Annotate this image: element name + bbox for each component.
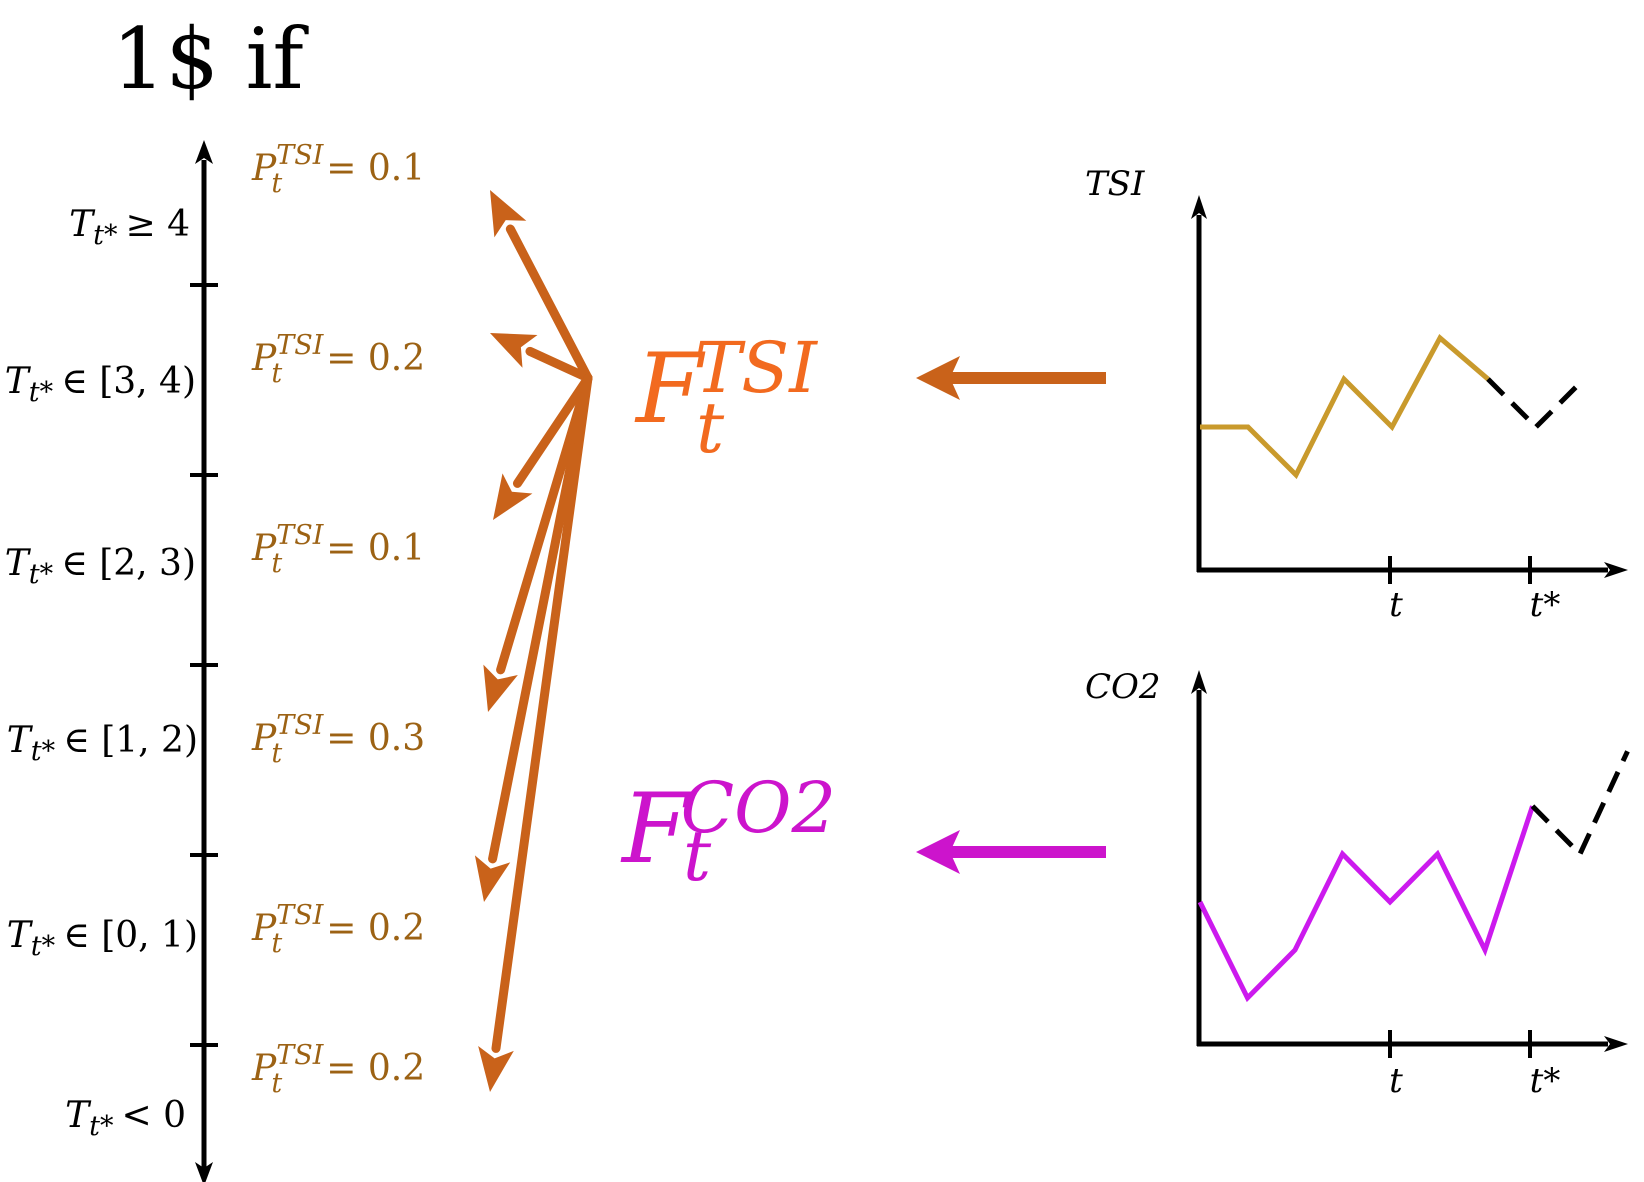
probability-label: PTSI t = 0.3 bbox=[251, 710, 425, 769]
probability-arrow bbox=[474, 373, 593, 902]
probability-arrow bbox=[490, 190, 593, 383]
axis-arrow-right-icon bbox=[1604, 1036, 1628, 1052]
co2-y-label: CO2 bbox=[1085, 667, 1161, 707]
arrowhead-icon bbox=[474, 855, 511, 902]
axis-arrow-up-icon bbox=[195, 140, 213, 164]
probability-label: PTSI t = 0.1 bbox=[251, 140, 425, 199]
arrowhead-icon bbox=[490, 190, 527, 238]
tsi-y-label: TSI bbox=[1085, 164, 1145, 204]
interval-label: Tt* ≥ 4 bbox=[69, 204, 190, 251]
interval-label: Tt* ∈ [3, 4) bbox=[5, 361, 196, 408]
forecast-co2-subscript: t bbox=[683, 815, 712, 897]
tsi-x-tick-label: t bbox=[1389, 585, 1403, 625]
arrowhead-icon bbox=[483, 664, 518, 712]
arrowhead-icon bbox=[478, 1045, 514, 1092]
forecast-tsi-subscript: t bbox=[696, 387, 725, 469]
co2-forecast-line bbox=[1530, 750, 1630, 859]
title: 1$ if bbox=[112, 10, 309, 108]
probability-label: PTSI t = 0.2 bbox=[251, 1040, 425, 1099]
arrowhead-left-icon bbox=[916, 356, 960, 400]
axis-arrow-right-icon bbox=[1604, 562, 1628, 578]
interval-label: Tt* ∈ [0, 1) bbox=[7, 915, 198, 962]
arrowhead-icon bbox=[493, 473, 533, 520]
co2-observed-line bbox=[1197, 805, 1535, 1003]
tsi-plot: TSI t t* bbox=[1085, 164, 1628, 625]
axis-arrow-up-icon bbox=[1191, 670, 1207, 694]
co2-plot: CO2 t t* bbox=[1085, 667, 1630, 1101]
tsi-to-forecast-arrow bbox=[916, 356, 1106, 400]
interval-label: Tt* ∈ [2, 3) bbox=[5, 543, 196, 590]
interval-labels: Tt* ≥ 4 Tt* ∈ [3, 4) Tt* ∈ [2, 3) Tt* ∈ [1, … bbox=[5, 204, 198, 1142]
probability-arrow bbox=[493, 373, 593, 520]
arrowhead-icon bbox=[490, 333, 538, 368]
probability-label: PTSI t = 0.2 bbox=[251, 330, 425, 389]
tsi-x-tick-label: t* bbox=[1530, 585, 1561, 625]
temperature-axis bbox=[190, 140, 218, 1182]
arrowhead-left-icon bbox=[916, 830, 960, 874]
tsi-observed-line bbox=[1200, 334, 1490, 480]
probability-arrow bbox=[483, 373, 593, 712]
probability-arrow bbox=[478, 373, 593, 1092]
probability-label: PTSI t = 0.1 bbox=[251, 520, 425, 579]
co2-to-forecast-arrow bbox=[916, 830, 1106, 874]
probability-arrows bbox=[474, 190, 593, 1092]
probability-label: PTSI t = 0.2 bbox=[251, 900, 425, 959]
tsi-forecast-line bbox=[1486, 377, 1586, 431]
axis-arrow-up-icon bbox=[1191, 195, 1207, 219]
interval-label: Tt* ∈ [1, 2) bbox=[7, 720, 198, 767]
probability-arrow bbox=[490, 333, 593, 383]
interval-label: Tt* < 0 bbox=[65, 1095, 186, 1142]
co2-x-tick-label: t bbox=[1389, 1061, 1403, 1101]
forecast-co2-symbol: FCO2 bbox=[620, 767, 836, 885]
co2-x-tick-label: t* bbox=[1530, 1061, 1561, 1101]
forecast-tsi-symbol: FTSI bbox=[634, 327, 818, 445]
axis-arrow-down-icon bbox=[195, 1162, 213, 1182]
probability-labels: PTSI t = 0.1 PTSI t = 0.2 PTSI t = 0.1 PTSI t = … bbox=[251, 140, 425, 1099]
